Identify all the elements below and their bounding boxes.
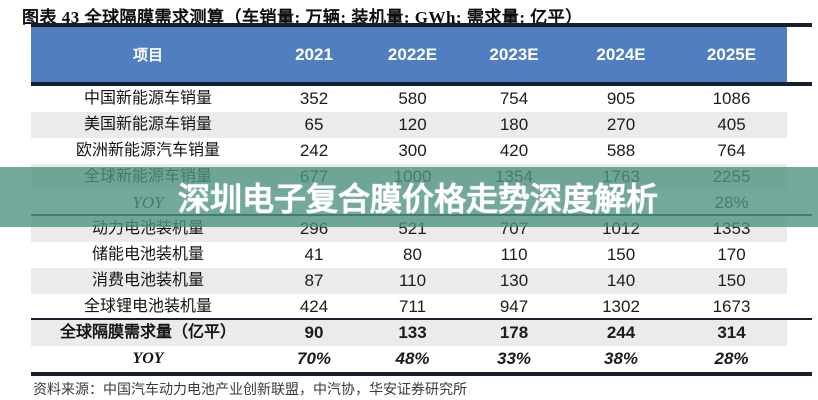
cell: 87 bbox=[304, 271, 324, 290]
column-header-2024e: 2024E bbox=[596, 44, 646, 64]
figure-title: 图表 43 全球隔膜需求测算（车销量: 万辆; 装机量: GWh; 需求量: 亿… bbox=[22, 8, 583, 27]
cell: 38% bbox=[603, 349, 639, 368]
table-row-europe-ev-sales: 欧洲新能源汽车销量 242 300 420 588 764 bbox=[31, 138, 787, 164]
cell: 1086 bbox=[712, 89, 751, 108]
table-row-storage-battery: 储能电池装机量 41 80 110 150 170 bbox=[31, 242, 787, 268]
cell: 1302 bbox=[602, 297, 640, 316]
table-header-row: 项目 2021 2022E 2023E 2024E 2025E bbox=[31, 27, 787, 82]
cell: 178 bbox=[499, 323, 529, 342]
cell: 110 bbox=[398, 271, 427, 290]
cell: 133 bbox=[398, 323, 427, 342]
row-label: 全球锂电池装机量 bbox=[83, 298, 212, 315]
row-label: 美国新能源车销量 bbox=[83, 116, 212, 133]
table-row-separator-demand-yoy: YOY 70% 48% 33% 38% 28% bbox=[31, 346, 787, 372]
cell: 242 bbox=[299, 141, 329, 160]
cell: 33% bbox=[496, 349, 532, 368]
cell: 754 bbox=[499, 89, 529, 108]
cell: 314 bbox=[717, 323, 746, 342]
cell: 170 bbox=[717, 245, 746, 264]
watermark-text: 深圳电子复合膜价格走势深度解析 bbox=[178, 181, 659, 217]
cell: 150 bbox=[606, 245, 636, 264]
column-header-project: 项目 bbox=[132, 48, 163, 64]
cell: 110 bbox=[500, 245, 528, 264]
column-header-2022e: 2022E bbox=[387, 44, 438, 64]
table-bottom-border bbox=[31, 372, 812, 376]
row-label: 欧洲新能源汽车销量 bbox=[75, 142, 220, 159]
cell: 947 bbox=[499, 297, 529, 316]
table-row-china-ev-sales: 中国新能源车销量 352 580 754 905 1086 bbox=[31, 86, 787, 112]
cell: 580 bbox=[398, 89, 427, 108]
column-header-2023e: 2023E bbox=[489, 44, 539, 64]
row-label: 消费电池装机量 bbox=[91, 272, 204, 289]
cell: 244 bbox=[606, 323, 636, 342]
cell: 41 bbox=[304, 245, 324, 264]
cell: 48% bbox=[395, 349, 430, 368]
cell: 80 bbox=[403, 245, 422, 264]
cell: 764 bbox=[717, 141, 746, 160]
cell: 352 bbox=[299, 89, 329, 108]
table-row-us-ev-sales: 美国新能源车销量 65 120 180 270 405 bbox=[31, 112, 787, 138]
cell: 90 bbox=[304, 323, 324, 342]
row-label: 全球隔膜需求量（亿平） bbox=[59, 324, 236, 341]
table-top-border bbox=[31, 23, 812, 27]
cell: 905 bbox=[606, 89, 636, 108]
cell: 130 bbox=[499, 271, 529, 290]
cell: 120 bbox=[398, 115, 427, 134]
table-row-global-li-battery: 全球锂电池装机量 424 711 947 1302 1673 bbox=[31, 294, 787, 320]
cell: 270 bbox=[606, 115, 636, 134]
table-body: 中国新能源车销量 352 580 754 905 1086 美国新能源车销量 6… bbox=[31, 86, 787, 372]
cell: 150 bbox=[717, 271, 746, 290]
cell: 711 bbox=[398, 297, 427, 316]
cell: 405 bbox=[717, 115, 746, 134]
cell: 70% bbox=[296, 349, 332, 368]
cell: 1673 bbox=[712, 297, 751, 316]
watermark-band: 深圳电子复合膜价格走势深度解析 bbox=[0, 167, 818, 227]
table-row-consumer-battery: 消费电池装机量 87 110 130 140 150 bbox=[31, 268, 787, 294]
cell: 140 bbox=[606, 271, 636, 290]
row-label: YOY bbox=[132, 350, 164, 367]
column-header-2025e: 2025E bbox=[706, 44, 757, 64]
column-header-2021: 2021 bbox=[295, 44, 333, 64]
section-divider-line bbox=[31, 318, 812, 320]
cell: 420 bbox=[499, 141, 529, 160]
row-label: 储能电池装机量 bbox=[91, 246, 204, 263]
row-label: 中国新能源车销量 bbox=[83, 90, 212, 107]
cell: 180 bbox=[499, 115, 529, 134]
cell: 65 bbox=[304, 115, 324, 134]
cell: 588 bbox=[606, 141, 636, 160]
source-note: 资料来源：中国汽车动力电池产业创新联盟，中汽协，华安证券研究所 bbox=[33, 383, 467, 398]
cell: 300 bbox=[398, 141, 427, 160]
cell: 28% bbox=[714, 349, 749, 368]
header-bottom-border bbox=[31, 82, 812, 86]
table-row-separator-demand: 全球隔膜需求量（亿平） 90 133 178 244 314 bbox=[31, 320, 787, 346]
cell: 424 bbox=[299, 297, 329, 316]
